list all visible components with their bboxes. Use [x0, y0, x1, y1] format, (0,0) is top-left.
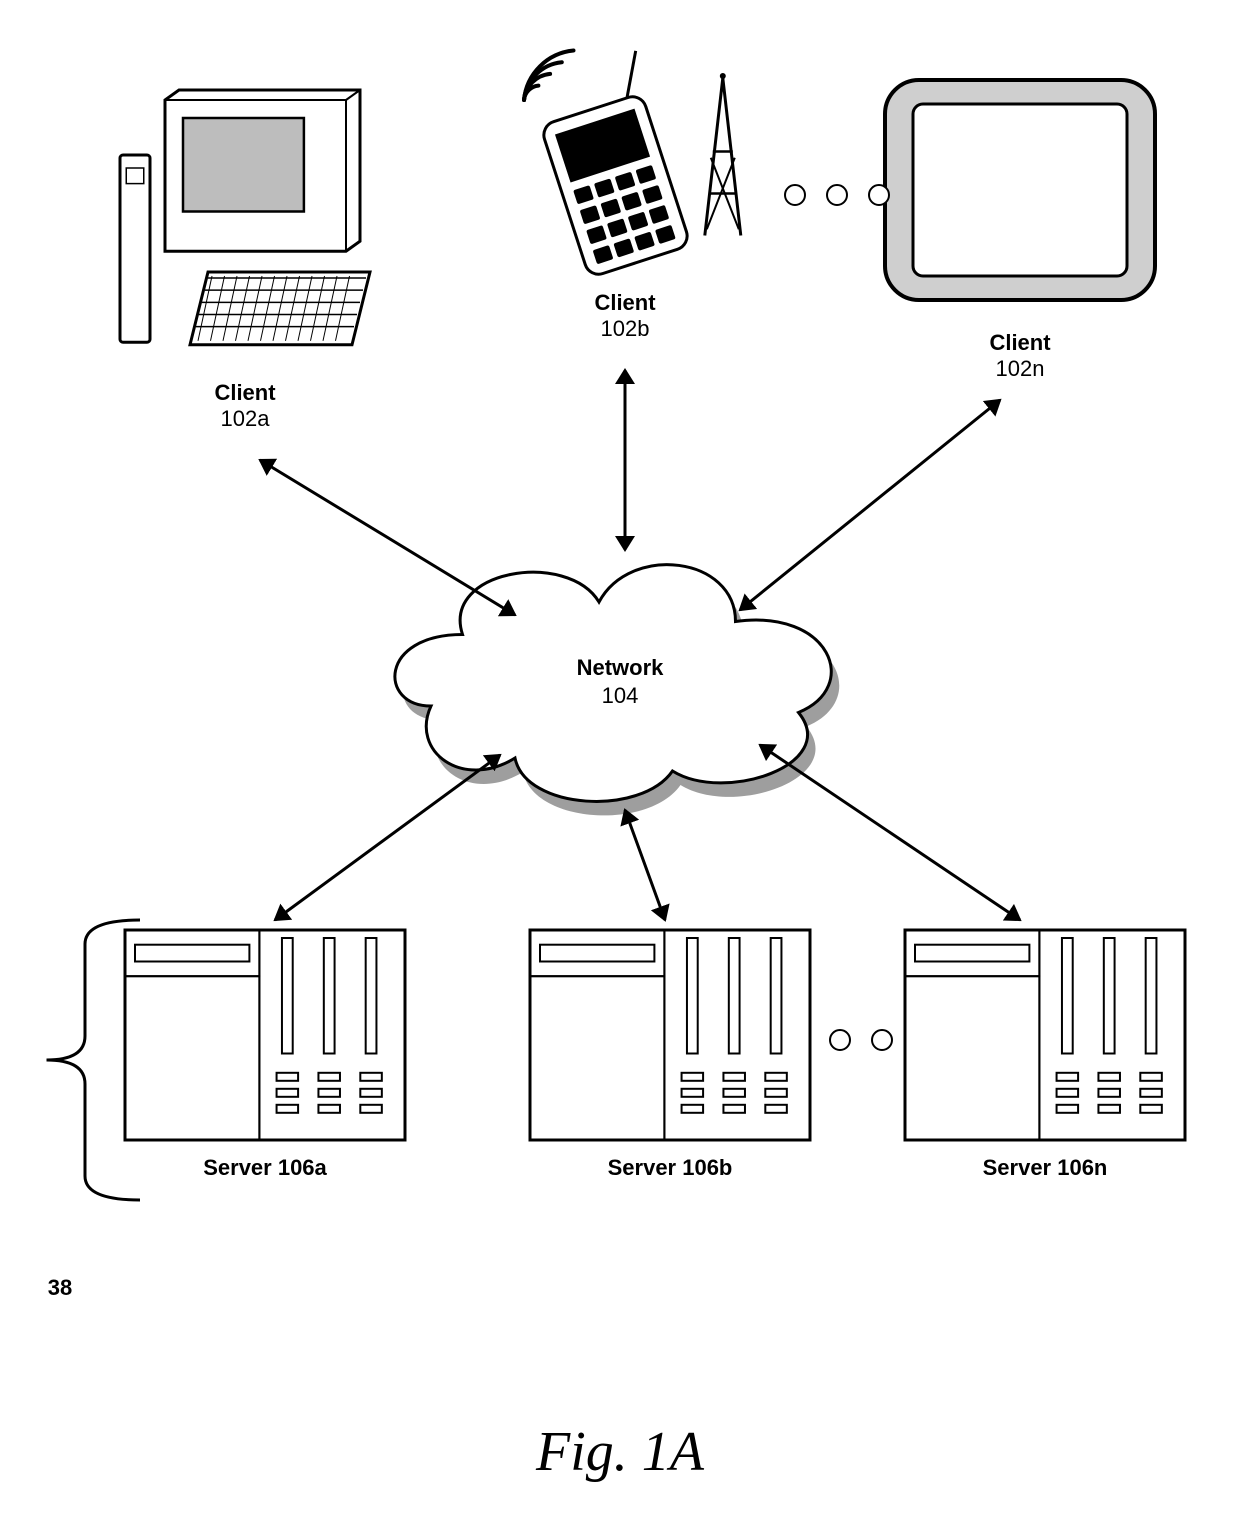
- connection-arrow-0: [260, 460, 515, 615]
- svg-text:Client: Client: [214, 380, 276, 405]
- connection-arrow-4: [625, 810, 665, 920]
- connection-arrow-5: [760, 745, 1020, 920]
- server-n-icon: [905, 930, 1185, 1140]
- client-label-1: Client102b: [594, 290, 656, 341]
- server-b-icon: [530, 930, 810, 1140]
- svg-text:Network: Network: [577, 655, 665, 680]
- connection-arrow-2: [740, 400, 1000, 610]
- connection-arrow-3: [275, 755, 500, 920]
- client-label-0: Client102a: [214, 380, 276, 431]
- svg-text:Server 106a: Server 106a: [203, 1155, 327, 1180]
- svg-text:102a: 102a: [221, 406, 271, 431]
- svg-text:Client: Client: [594, 290, 656, 315]
- svg-text:38: 38: [48, 1275, 72, 1300]
- server-label-2: Server 106n: [983, 1155, 1108, 1180]
- svg-text:Client: Client: [989, 330, 1051, 355]
- svg-text:102b: 102b: [601, 316, 650, 341]
- svg-text:104: 104: [602, 683, 639, 708]
- client-desktop-icon: [120, 90, 370, 345]
- client-tablet-icon: [885, 80, 1155, 300]
- server-label-1: Server 106b: [608, 1155, 733, 1180]
- ellipsis-clients: [785, 185, 889, 205]
- svg-text:102n: 102n: [996, 356, 1045, 381]
- client-mobile-icon: [524, 51, 741, 278]
- server-a-icon: [125, 930, 405, 1140]
- svg-text:Fig. 1A: Fig. 1A: [535, 1421, 705, 1483]
- svg-text:Server 106b: Server 106b: [608, 1155, 733, 1180]
- svg-text:Server 106n: Server 106n: [983, 1155, 1108, 1180]
- server-label-0: Server 106a: [203, 1155, 327, 1180]
- client-label-2: Client102n: [989, 330, 1051, 381]
